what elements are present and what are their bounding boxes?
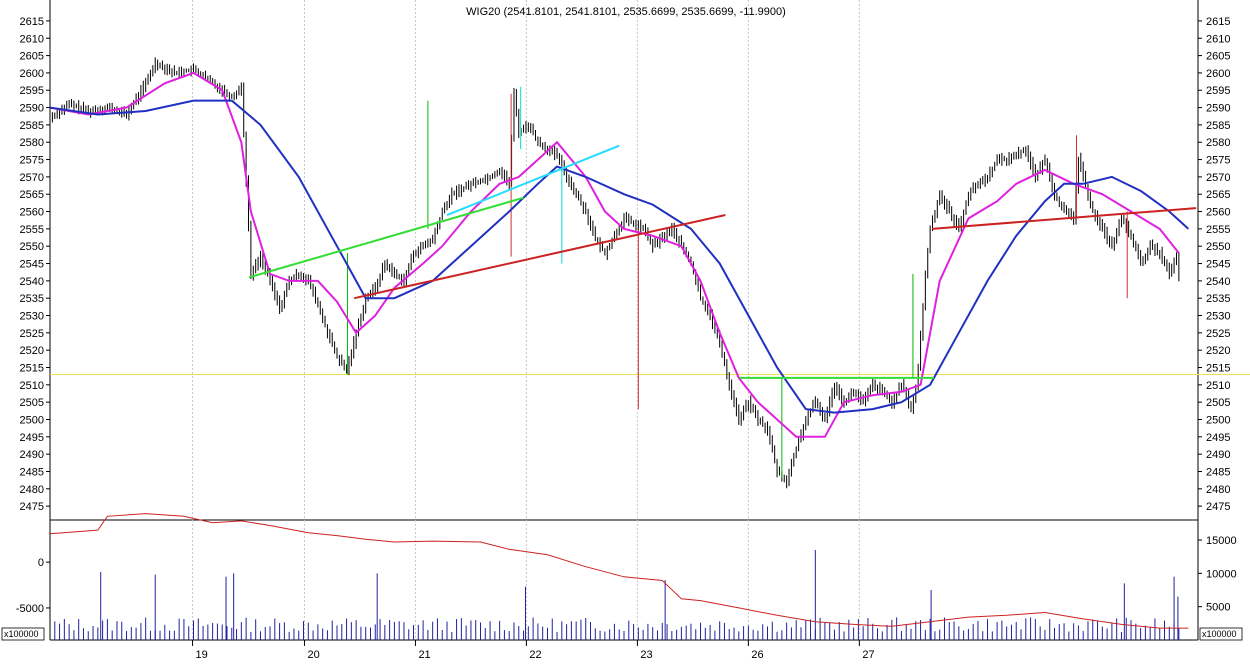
y-tick-label-right: 2585: [1206, 120, 1230, 132]
y-tick-label-right: 2530: [1206, 311, 1230, 323]
y-tick-label-left: 2590: [20, 103, 44, 115]
volume-tick-label-left: -5000: [16, 603, 44, 615]
volume-tick-label-right: 15000: [1206, 535, 1237, 547]
y-tick-label-left: 2610: [20, 33, 44, 45]
volume-unit-box-right: [1199, 627, 1243, 641]
y-tick-label-right: 2595: [1206, 85, 1230, 97]
y-tick-label-left: 2495: [20, 432, 44, 444]
y-tick-label-left: 2550: [20, 241, 44, 253]
y-tick-label-left: 2560: [20, 207, 44, 219]
y-tick-label-right: 2515: [1206, 363, 1230, 375]
y-tick-label-left: 2570: [20, 172, 44, 184]
x-tick-label: 23: [640, 649, 652, 661]
y-tick-label-left: 2545: [20, 259, 44, 271]
y-tick-label-right: 2520: [1206, 345, 1230, 357]
trendline: [354, 214, 726, 300]
y-tick-label-left: 2615: [20, 16, 44, 28]
y-tick-label-left: 2515: [20, 363, 44, 375]
trendline: [446, 144, 620, 216]
y-tick-label-left: 2480: [20, 484, 44, 496]
x-tick-label: 26: [751, 649, 763, 661]
x-tick-label: 20: [307, 649, 319, 661]
moving-average-line: [49, 99, 1190, 414]
y-tick-label-right: 2605: [1206, 51, 1230, 63]
trendline: [248, 196, 524, 279]
y-tick-label-right: 2560: [1206, 207, 1230, 219]
y-tick-label-right: 2475: [1206, 501, 1230, 513]
y-tick-label-left: 2585: [20, 120, 44, 132]
volume-tick-label-left: 0: [38, 557, 44, 569]
y-tick-label-right: 2485: [1206, 466, 1230, 478]
y-tick-label-right: 2600: [1206, 68, 1230, 80]
x-tick-label: 27: [862, 649, 874, 661]
y-tick-label-left: 2530: [20, 311, 44, 323]
y-tick-label-right: 2565: [1206, 189, 1230, 201]
trendline: [931, 207, 1197, 230]
y-tick-label-right: 2535: [1206, 293, 1230, 305]
y-tick-label-right: 2540: [1206, 276, 1230, 288]
volume-tick-label-right: 10000: [1206, 568, 1237, 580]
x-tick-label: 19: [196, 649, 208, 661]
y-tick-label-right: 2510: [1206, 380, 1230, 392]
volume-tick-label-right: 5000: [1206, 602, 1230, 614]
y-tick-label-right: 2505: [1206, 397, 1230, 409]
y-tick-label-right: 2590: [1206, 103, 1230, 115]
y-tick-label-left: 2510: [20, 380, 44, 392]
y-tick-label-right: 2545: [1206, 259, 1230, 271]
y-tick-label-left: 2580: [20, 137, 44, 149]
chart-title: WIG20 (2541.8101, 2541.8101, 2535.6699, …: [466, 6, 786, 18]
y-tick-label-left: 2605: [20, 51, 44, 63]
y-tick-label-right: 2615: [1206, 16, 1230, 28]
y-tick-label-left: 2540: [20, 276, 44, 288]
moving-average-line: [49, 71, 1180, 438]
y-tick-label-left: 2595: [20, 85, 44, 97]
y-tick-label-left: 2525: [20, 328, 44, 340]
y-tick-label-left: 2500: [20, 414, 44, 426]
oscillator-line: [49, 513, 1189, 629]
y-tick-label-right: 2480: [1206, 484, 1230, 496]
y-tick-label-right: 2555: [1206, 224, 1230, 236]
y-tick-label-right: 2575: [1206, 155, 1230, 167]
y-tick-label-right: 2570: [1206, 172, 1230, 184]
y-tick-label-left: 2575: [20, 155, 44, 167]
y-tick-label-left: 2565: [20, 189, 44, 201]
y-tick-label-right: 2580: [1206, 137, 1230, 149]
volume-unit-label-right: x100000: [1202, 629, 1237, 639]
y-tick-label-left: 2520: [20, 345, 44, 357]
y-tick-label-right: 2525: [1206, 328, 1230, 340]
y-tick-label-right: 2495: [1206, 432, 1230, 444]
y-tick-label-left: 2490: [20, 449, 44, 461]
x-tick-label: 22: [529, 649, 541, 661]
y-tick-label-left: 2600: [20, 68, 44, 80]
volume-unit-box-left: [1, 627, 45, 641]
y-tick-label-left: 2505: [20, 397, 44, 409]
y-tick-label-right: 2550: [1206, 241, 1230, 253]
y-tick-label-right: 2500: [1206, 414, 1230, 426]
y-tick-label-left: 2485: [20, 466, 44, 478]
y-tick-label-left: 2535: [20, 293, 44, 305]
x-tick-label: 21: [418, 649, 430, 661]
y-tick-label-right: 2610: [1206, 33, 1230, 45]
y-tick-label-right: 2490: [1206, 449, 1230, 461]
y-tick-label-left: 2475: [20, 501, 44, 513]
volume-unit-label-left: x100000: [4, 629, 39, 639]
y-tick-label-left: 2555: [20, 224, 44, 236]
